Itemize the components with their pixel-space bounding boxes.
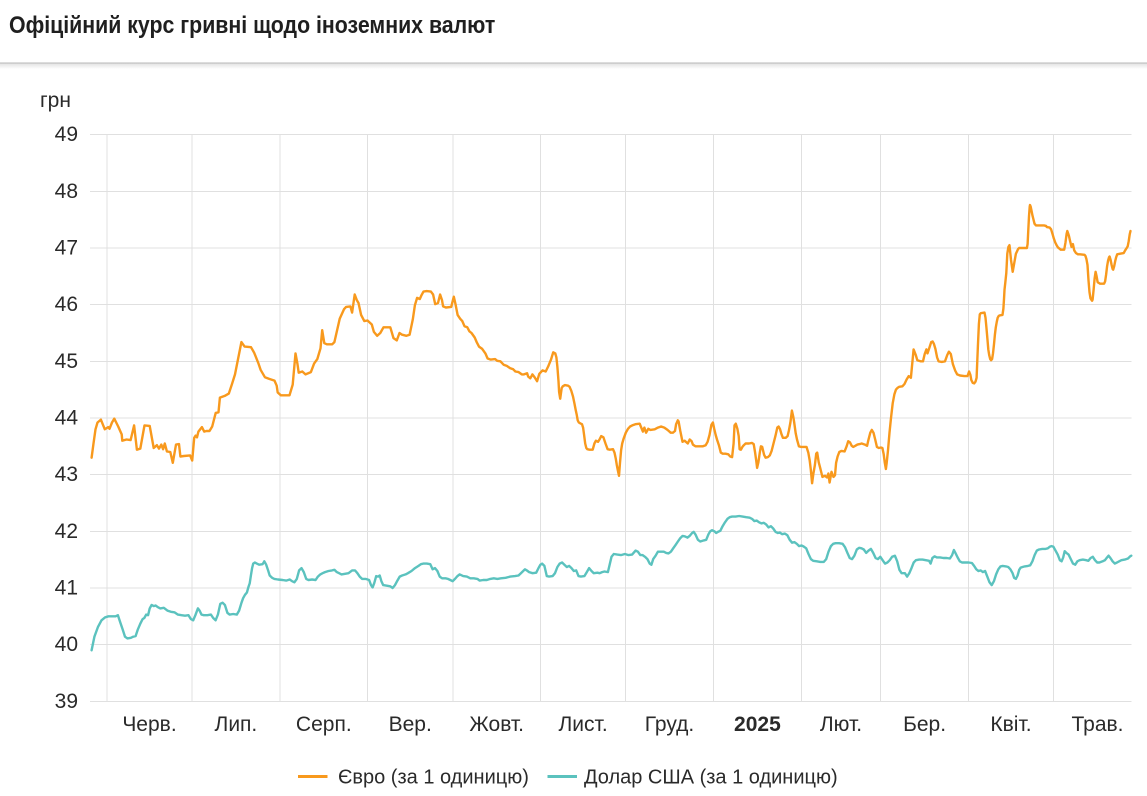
svg-text:Лип.: Лип. <box>215 713 258 736</box>
svg-text:45: 45 <box>55 350 78 373</box>
svg-text:Трав.: Трав. <box>1072 713 1124 736</box>
svg-text:49: 49 <box>55 123 78 146</box>
svg-text:Вер.: Вер. <box>389 713 432 736</box>
svg-text:Євро (за 1 одиницю): Євро (за 1 одиницю) <box>338 767 529 789</box>
svg-text:Жовт.: Жовт. <box>469 713 524 736</box>
svg-text:39: 39 <box>55 690 78 713</box>
svg-text:2025: 2025 <box>734 713 781 736</box>
svg-text:Долар США (за 1 одиницю): Долар США (за 1 одиницю) <box>584 767 838 789</box>
svg-text:Бер.: Бер. <box>903 713 946 736</box>
svg-text:Серп.: Серп. <box>296 713 352 736</box>
svg-text:Лют.: Лют. <box>820 713 862 736</box>
svg-text:Лист.: Лист. <box>559 713 608 736</box>
svg-text:Черв.: Черв. <box>122 713 176 736</box>
svg-text:40: 40 <box>55 633 78 656</box>
svg-text:Квіт.: Квіт. <box>990 713 1031 736</box>
svg-text:грн: грн <box>40 89 71 112</box>
svg-text:43: 43 <box>55 463 78 486</box>
svg-text:Груд.: Груд. <box>645 713 695 736</box>
svg-text:47: 47 <box>55 237 78 260</box>
svg-text:41: 41 <box>55 577 78 600</box>
svg-text:42: 42 <box>55 520 78 543</box>
svg-text:46: 46 <box>55 293 78 316</box>
svg-text:48: 48 <box>55 180 78 203</box>
svg-text:44: 44 <box>55 407 79 430</box>
